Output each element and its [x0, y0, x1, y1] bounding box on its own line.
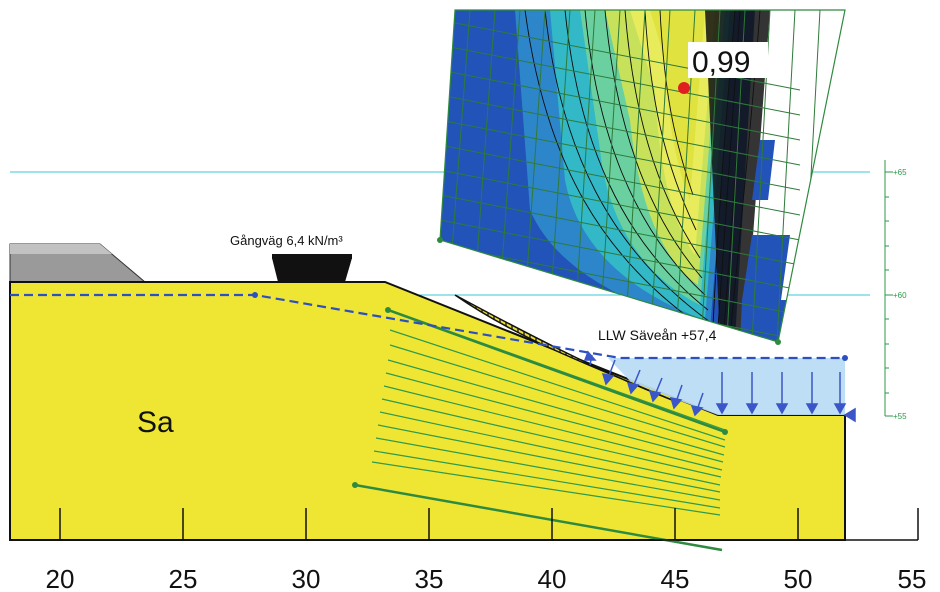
fos-label-box	[688, 42, 768, 78]
surface-load-block	[272, 254, 352, 282]
water-level-label: LLW Säveån +57,4	[598, 327, 717, 343]
x-tick-20: 20	[46, 564, 75, 592]
x-tick-30: 30	[292, 564, 321, 592]
slip-surfaces	[371, 309, 726, 516]
elev-label-55: +55	[893, 412, 907, 421]
elev-label-60: +60	[893, 291, 907, 300]
slip-bounds	[354, 308, 726, 552]
soil-label: Sa	[137, 406, 174, 439]
road-surface	[10, 244, 112, 254]
x-axis: 20 25 30 35 40 45 50 55	[10, 508, 926, 592]
x-tick-35: 35	[415, 564, 444, 592]
water-pressure-arrows	[583, 350, 856, 423]
x-tick-45: 45	[661, 564, 690, 592]
water-body	[608, 358, 845, 415]
critical-point-marker	[678, 82, 690, 94]
x-tick-55: 55	[898, 564, 927, 592]
load-label: Gångväg 6,4 kN/m³	[230, 233, 343, 248]
elev-label-65: +65	[893, 168, 907, 177]
elevation-scale: +65 +60 +55	[884, 160, 907, 421]
contour-grid	[440, 10, 845, 342]
x-tick-40: 40	[538, 564, 567, 592]
x-tick-50: 50	[784, 564, 813, 592]
x-tick-25: 25	[169, 564, 198, 592]
sliding-wedge	[454, 294, 673, 401]
fos-value: 0,99	[692, 46, 750, 79]
